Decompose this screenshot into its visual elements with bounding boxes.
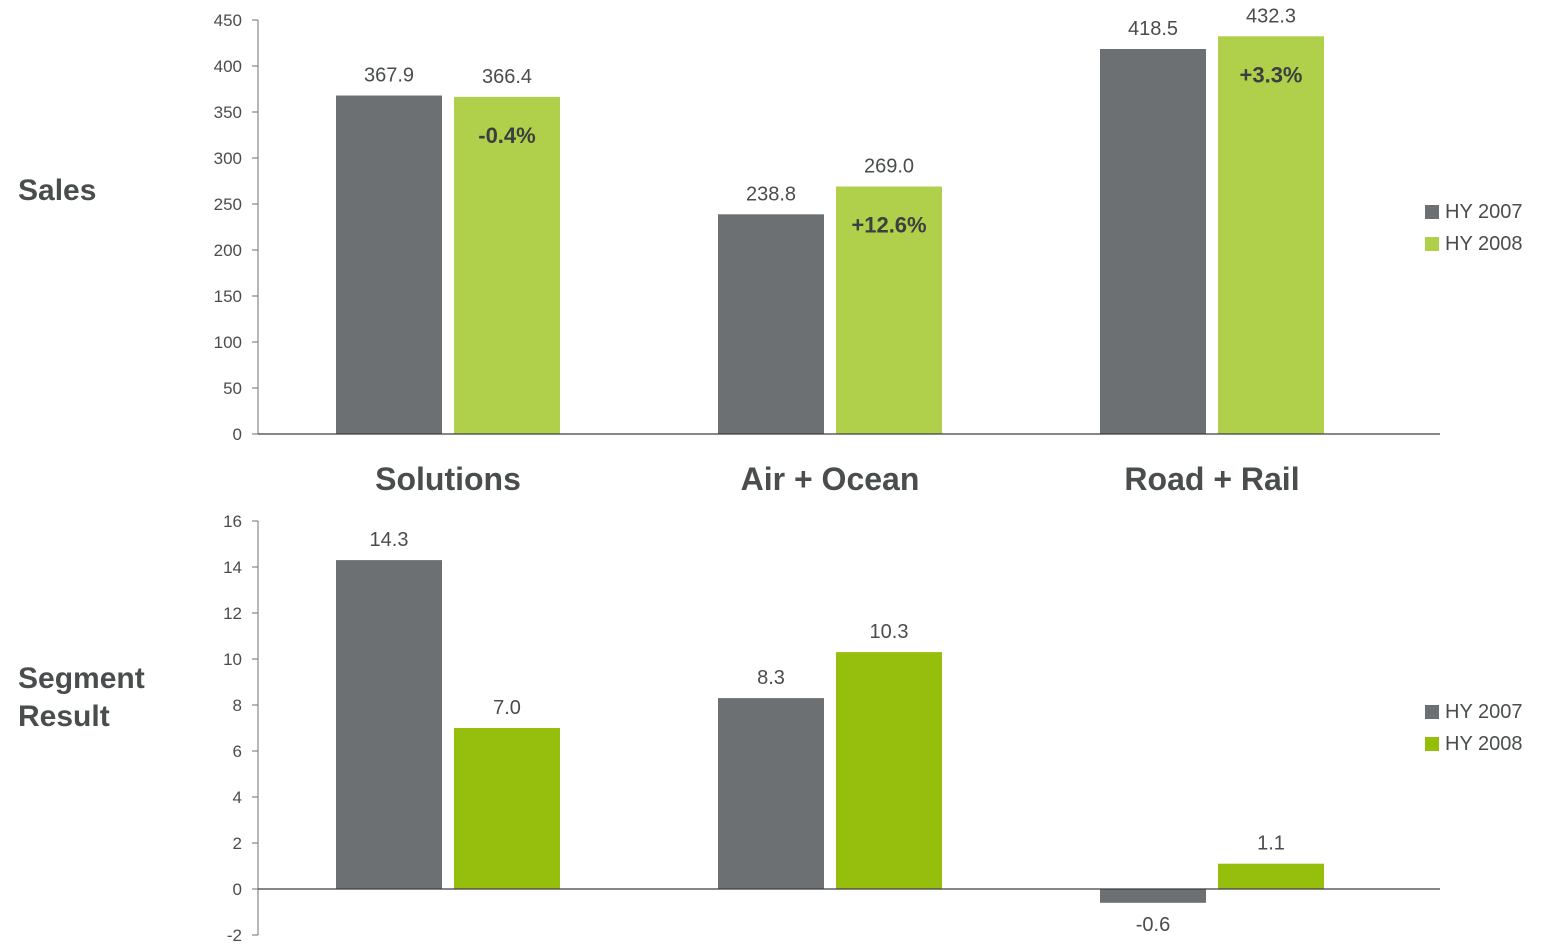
segment-y-tick-label: 2 bbox=[233, 834, 242, 853]
sales-data-label: 238.8 bbox=[746, 183, 796, 205]
legend-label-hy2007: HY 2007 bbox=[1445, 200, 1523, 223]
segment-bar-hy2008 bbox=[836, 652, 942, 889]
segment-bar-hy2008 bbox=[454, 728, 560, 889]
sales-y-tick-label: 150 bbox=[214, 287, 242, 306]
segment-y-tick-label: 12 bbox=[223, 604, 242, 623]
sales-y-tick-label: 0 bbox=[233, 425, 242, 444]
sales-data-label: 366.4 bbox=[482, 66, 532, 88]
sales-bar-hy2007 bbox=[336, 95, 442, 435]
segment-y-tick-label: 14 bbox=[223, 558, 242, 577]
segment-data-label: 10.3 bbox=[870, 621, 909, 643]
sales-y-tick-label: 350 bbox=[214, 103, 242, 122]
sales-data-label: 432.3 bbox=[1246, 5, 1296, 27]
sales-y-tick-label: 450 bbox=[214, 11, 242, 30]
legend-item-hy2008: HY 2008 bbox=[1425, 228, 1522, 260]
segment-bar-hy2007 bbox=[718, 698, 824, 889]
segment-y-tick-label: 6 bbox=[233, 742, 242, 761]
legend-swatch-hy2008 bbox=[1425, 737, 1439, 751]
segment-bar-hy2008 bbox=[1218, 863, 1324, 889]
sales-change-label: +12.6% bbox=[851, 213, 926, 238]
category-label: Road + Rail bbox=[1124, 461, 1299, 497]
sales-bar-hy2008 bbox=[1218, 36, 1324, 435]
legend-label-hy2008: HY 2008 bbox=[1445, 732, 1523, 755]
legend-item-hy2007: HY 2007 bbox=[1425, 196, 1522, 228]
sales-data-label: 269.0 bbox=[864, 156, 914, 178]
sales-data-label: 418.5 bbox=[1128, 18, 1178, 40]
segment-data-label: 14.3 bbox=[370, 529, 409, 551]
sales-y-tick-label: 250 bbox=[214, 195, 242, 214]
sales-bar-hy2007 bbox=[1100, 48, 1206, 434]
segment-y-tick-label: 16 bbox=[223, 512, 242, 531]
legend-label-hy2007: HY 2007 bbox=[1445, 700, 1523, 723]
category-label: Solutions bbox=[375, 461, 521, 497]
sales-change-label: -0.4% bbox=[478, 123, 535, 148]
segment-result-panel-label: Segment Result bbox=[18, 662, 145, 733]
sales-y-tick-label: 50 bbox=[223, 379, 242, 398]
segment-legend: HY 2007 HY 2008 bbox=[1425, 696, 1522, 760]
segment-data-label: 1.1 bbox=[1257, 833, 1285, 855]
sales-y-tick-label: 100 bbox=[214, 333, 242, 352]
category-label: Air + Ocean bbox=[741, 461, 920, 497]
segment-data-label: 8.3 bbox=[757, 667, 785, 689]
legend-item-hy2007: HY 2007 bbox=[1425, 696, 1522, 728]
sales-bar-hy2008 bbox=[836, 186, 942, 434]
segment-y-tick-label: 0 bbox=[233, 880, 242, 899]
sales-y-tick-label: 200 bbox=[214, 241, 242, 260]
segment-bar-hy2007 bbox=[336, 560, 442, 889]
segment-data-label: -0.6 bbox=[1136, 914, 1170, 936]
segment-y-tick-label: 8 bbox=[233, 696, 242, 715]
legend-swatch-hy2007 bbox=[1425, 205, 1439, 219]
segment-y-tick-label: 4 bbox=[233, 788, 242, 807]
sales-legend: HY 2007 HY 2008 bbox=[1425, 196, 1522, 260]
sales-change-label: +3.3% bbox=[1240, 62, 1303, 87]
sales-panel-label: Sales bbox=[18, 174, 97, 207]
legend-swatch-hy2008 bbox=[1425, 237, 1439, 251]
sales-data-label: 367.9 bbox=[364, 65, 414, 87]
legend-item-hy2008: HY 2008 bbox=[1425, 728, 1522, 760]
legend-swatch-hy2007 bbox=[1425, 705, 1439, 719]
sales-bar-hy2008 bbox=[454, 96, 560, 435]
segment-y-tick-label: -2 bbox=[227, 926, 242, 945]
legend-label-hy2008: HY 2008 bbox=[1445, 232, 1523, 255]
segment-bar-hy2007 bbox=[1100, 889, 1206, 903]
segment-data-label: 7.0 bbox=[493, 697, 521, 719]
segment-y-tick-label: 10 bbox=[223, 650, 242, 669]
sales-y-tick-label: 400 bbox=[214, 57, 242, 76]
sales-y-tick-label: 300 bbox=[214, 149, 242, 168]
sales-bar-hy2007 bbox=[718, 214, 824, 434]
